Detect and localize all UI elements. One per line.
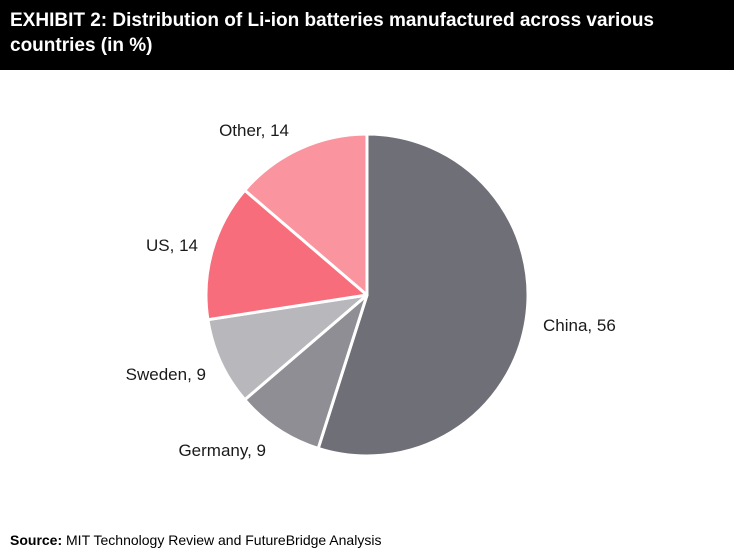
- slice-label-sweden: Sweden, 9: [126, 365, 206, 384]
- source-label: Source:: [10, 532, 63, 548]
- source-text: MIT Technology Review and FutureBridge A…: [62, 532, 382, 548]
- slice-label-other: Other, 14: [219, 121, 289, 140]
- pie-slice-sweden: [206, 293, 369, 402]
- pie-slice-germany: [243, 293, 369, 450]
- slice-label-china: China, 56: [543, 316, 616, 335]
- exhibit-title-bar: EXHIBIT 2: Distribution of Li-ion batter…: [0, 0, 734, 70]
- pie-slice-china: [316, 132, 530, 458]
- pie-chart: China, 56 Germany, 9 Sweden, 9 US, 14 Other,…: [126, 121, 616, 460]
- pie-slice-us: [204, 188, 369, 322]
- source-note: Source: MIT Technology Review and Future…: [10, 532, 381, 548]
- chart-title: EXHIBIT 2: Distribution of Li-ion batter…: [10, 10, 654, 56]
- slice-label-germany: Germany, 9: [178, 441, 266, 460]
- pie-slice-other: [243, 132, 369, 297]
- slice-label-us: US, 14: [146, 236, 198, 255]
